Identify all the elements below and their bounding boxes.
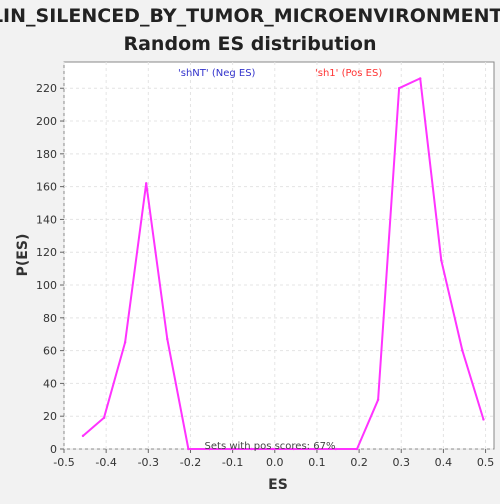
x-tick-label: 0.2 [350, 456, 368, 469]
pos-score-footer: Sets with pos scores: 67% [205, 441, 336, 452]
data-point [187, 447, 190, 451]
x-tick-label: 0.3 [393, 456, 411, 469]
x-tick-label: 0.0 [266, 456, 284, 469]
y-tick-label: 200 [36, 115, 57, 128]
data-point [208, 447, 211, 451]
neg-es-label: 'shNT' (Neg ES) [178, 68, 256, 79]
data-point [123, 341, 127, 344]
x-tick-label: -0.5 [53, 456, 74, 469]
es-distribution-line [82, 77, 485, 450]
data-point [419, 77, 422, 80]
y-tick-label: 60 [43, 345, 57, 358]
data-point [292, 447, 295, 451]
y-tick-label: 140 [36, 213, 57, 226]
data-point [166, 337, 169, 341]
data-point [334, 447, 338, 451]
data-point [102, 416, 106, 420]
x-tick-label: 0.1 [308, 456, 326, 469]
y-tick-label: 160 [36, 181, 57, 194]
data-point [440, 259, 443, 262]
data-point [355, 447, 359, 451]
data-point [313, 447, 317, 451]
series-layer [81, 77, 485, 451]
y-tick-label: 40 [43, 377, 57, 390]
chart-title-line2: Random ES distribution [123, 33, 376, 55]
y-tick-label: 0 [50, 443, 57, 456]
data-point [376, 398, 380, 402]
x-tick-label: -0.4 [95, 456, 116, 469]
data-point [461, 349, 464, 352]
grid-lines [63, 62, 494, 450]
plot-area [63, 61, 495, 450]
y-tick-label: 180 [36, 148, 57, 161]
y-tick-label: 80 [43, 312, 57, 325]
data-point [229, 447, 232, 451]
y-tick-label: 120 [36, 246, 57, 259]
data-point [81, 434, 85, 438]
data-point [250, 447, 253, 451]
pos-es-label: 'sh1' (Pos ES) [315, 68, 382, 79]
data-point [397, 87, 401, 90]
x-tick-label: -0.3 [138, 456, 159, 469]
data-point [482, 418, 485, 421]
x-axis-label: ES [268, 477, 288, 493]
x-tick-label: 0.5 [477, 456, 495, 469]
y-tick-label: 100 [36, 279, 57, 292]
x-tick-label: -0.2 [180, 456, 201, 469]
x-tick-label: -0.1 [222, 456, 243, 469]
y-tick-label: 220 [36, 82, 57, 95]
y-axis-label: P(ES) [15, 234, 31, 277]
x-tick-label: 0.4 [435, 456, 453, 469]
chart-title-line1: LIN_SILENCED_BY_TUMOR_MICROENVIRONMENT: [0, 5, 500, 27]
data-point [271, 447, 274, 451]
axis-ticks: -0.5 -0.4 -0.3 -0.2 -0.1 0.0 0.1 0.2 0.3 0.4 0.5 0 2… [36, 82, 494, 469]
data-point [145, 182, 148, 185]
y-tick-label: 20 [43, 410, 57, 423]
